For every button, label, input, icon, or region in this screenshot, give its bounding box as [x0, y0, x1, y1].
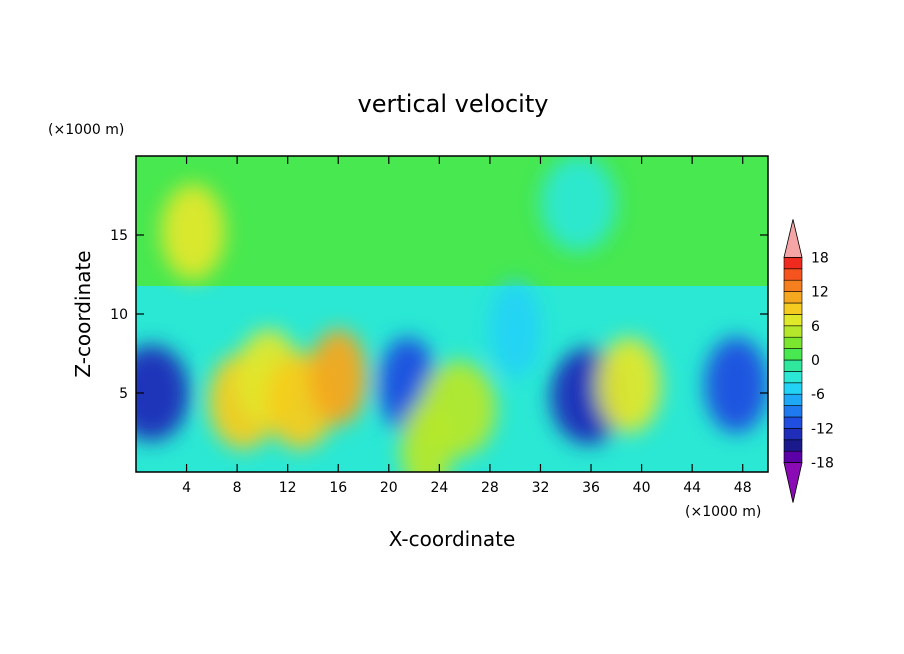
velocity-feature: [136, 345, 190, 441]
velocity-feature: [596, 337, 661, 434]
x-tick-label: 24: [430, 480, 448, 496]
colorbar-swatch: [783, 291, 803, 304]
colorbar: 18 12 6 0 -6 -12 -18: [783, 219, 834, 503]
colorbar-swatch: [783, 314, 803, 327]
velocity-feature: [160, 183, 225, 280]
colorbar-swatch: [783, 302, 803, 315]
x-tick-label: 28: [481, 480, 499, 496]
colorbar-tick-label: -18: [811, 456, 834, 472]
colorbar-swatch: [783, 268, 803, 281]
colorbar-swatch: [783, 257, 803, 270]
colorbar-min-extend: [783, 462, 803, 503]
y-tick-label: 10: [110, 307, 128, 323]
colorbar-swatch: [783, 359, 803, 372]
x-tick-label: 36: [582, 480, 600, 496]
velocity-feature: [489, 281, 542, 378]
x-tick-label: 48: [734, 480, 752, 496]
colorbar-swatch: [783, 336, 803, 349]
colorbar-swatch: [783, 439, 803, 452]
colorbar-swatch: [783, 279, 803, 292]
x-tick-label: 12: [279, 480, 297, 496]
y-tick-label: 15: [110, 228, 128, 244]
x-tick-label: 20: [380, 480, 398, 496]
colorbar-swatch: [783, 348, 803, 361]
plot-area: [136, 156, 768, 472]
colorbar-swatch: [783, 382, 803, 395]
colorbar-tick-label: 6: [811, 319, 820, 335]
colorbar-swatch: [783, 416, 803, 429]
y-tick-label: 5: [119, 386, 128, 402]
x-axis-label: X-coordinate: [389, 527, 516, 551]
colorbar-swatch: [783, 428, 803, 441]
colorbar-tick-label: -12: [811, 421, 834, 437]
colorbar-tick-label: 0: [811, 353, 820, 369]
colorbar-tick-label: 18: [811, 250, 829, 266]
x-tick-label: 16: [329, 480, 347, 496]
colorbar-swatch: [783, 371, 803, 384]
x-tick-label: 40: [633, 480, 651, 496]
colorbar-swatch: [783, 405, 803, 418]
x-tick-label: 4: [182, 480, 191, 496]
velocity-feature: [704, 337, 768, 434]
y-axis: 5 10 15: [110, 228, 768, 402]
velocity-feature: [420, 360, 497, 457]
y-unit-label: (×1000 m): [48, 122, 124, 138]
velocity-feature: [309, 329, 368, 426]
colorbar-swatch: [783, 325, 803, 338]
x-tick-label: 8: [233, 480, 242, 496]
y-axis-label: Z-coordinate: [71, 250, 95, 377]
x-unit-label: (×1000 m): [685, 504, 761, 520]
chart-title: vertical velocity: [358, 90, 549, 118]
upper-field: [136, 156, 768, 286]
colorbar-tick-label: 12: [811, 285, 829, 301]
x-tick-label: 32: [532, 480, 550, 496]
x-axis: 4 8 12 16 20 24 28 32 36 40 44 48: [182, 156, 752, 496]
colorbar-max-extend: [783, 219, 803, 258]
velocity-feature: [540, 156, 617, 252]
colorbar-swatch: [783, 450, 803, 463]
feature-layer: [136, 156, 768, 472]
colorbar-swatch: [783, 393, 803, 406]
x-tick-label: 44: [683, 480, 701, 496]
colorbar-tick-label: -6: [811, 387, 825, 403]
